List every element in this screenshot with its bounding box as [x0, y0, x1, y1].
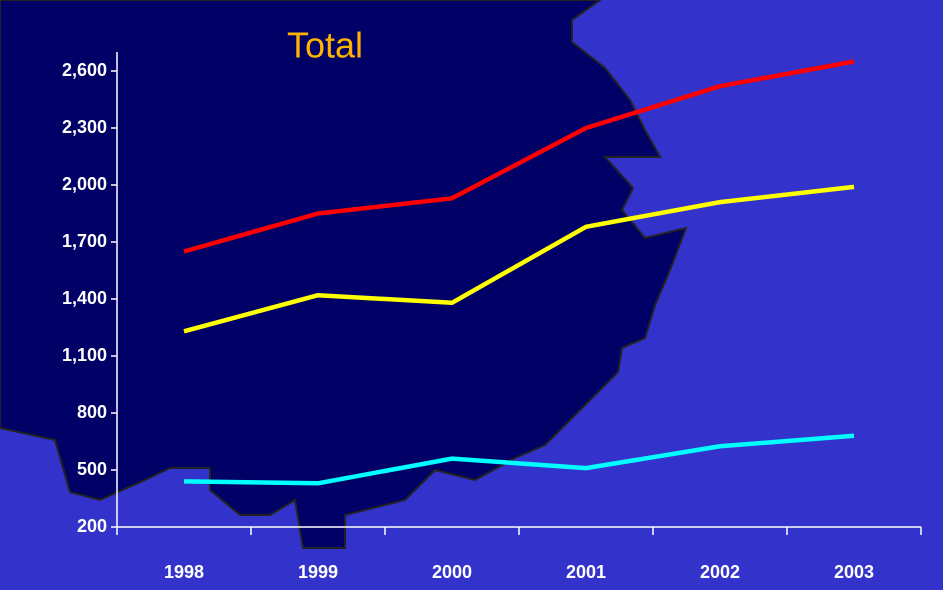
x-tick-label: 2003 [834, 562, 874, 582]
y-tick-label: 1,100 [62, 345, 107, 365]
map-shape [0, 0, 688, 549]
x-tick-label: 2002 [700, 562, 740, 582]
y-tick-label: 1,400 [62, 288, 107, 308]
x-tick-label: 2000 [432, 562, 472, 582]
y-tick-label: 2,300 [62, 117, 107, 137]
series-line [183, 59, 855, 254]
chart-title: Total [287, 25, 363, 66]
x-tick-label: 1998 [164, 562, 204, 582]
y-tick-label: 200 [77, 516, 107, 536]
y-tick-label: 2,000 [62, 174, 107, 194]
series-line [183, 184, 855, 334]
y-tick-label: 1,700 [62, 231, 107, 251]
y-tick-label: 2,600 [62, 60, 107, 80]
x-tick-label: 2001 [566, 562, 606, 582]
x-tick-label: 1999 [298, 562, 338, 582]
series-line [183, 433, 855, 486]
y-tick-label: 500 [77, 459, 107, 479]
y-tick-label: 800 [77, 402, 107, 422]
